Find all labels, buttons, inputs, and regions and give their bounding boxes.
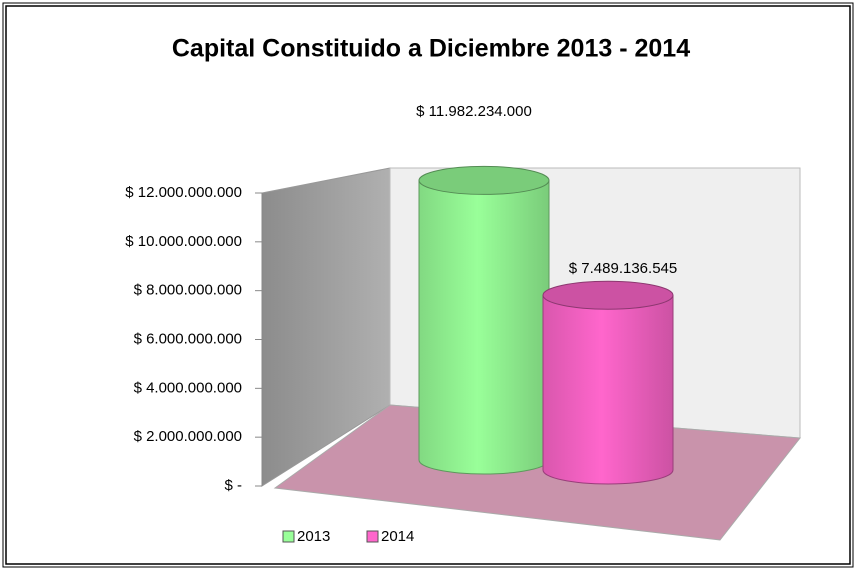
y-tick-label: $ 12.000.000.000 bbox=[125, 184, 242, 201]
legend-swatch bbox=[366, 530, 379, 543]
cylinder-top bbox=[418, 165, 550, 195]
data-label: $ 11.982.234.000 bbox=[416, 103, 532, 121]
cylinder-top bbox=[542, 280, 674, 310]
y-tick-label: $ 4.000.000.000 bbox=[134, 379, 242, 396]
y-tick-label: $ 10.000.000.000 bbox=[125, 233, 242, 250]
y-tick-label: $ 2.000.000.000 bbox=[134, 428, 242, 445]
cylinder-body bbox=[542, 294, 674, 485]
y-tick-label: $ 8.000.000.000 bbox=[134, 282, 242, 299]
legend-swatch bbox=[282, 530, 295, 543]
legend-label: 2014 bbox=[381, 528, 414, 545]
chart-title: Capital Constituido a Diciembre 2013 - 2… bbox=[172, 35, 690, 63]
y-tick-label: $ - bbox=[224, 477, 242, 494]
data-label: $ 7.489.136.545 bbox=[568, 260, 678, 278]
cylinder-body bbox=[418, 179, 550, 475]
y-tick-label: $ 6.000.000.000 bbox=[134, 330, 242, 347]
legend-label: 2013 bbox=[297, 528, 330, 545]
